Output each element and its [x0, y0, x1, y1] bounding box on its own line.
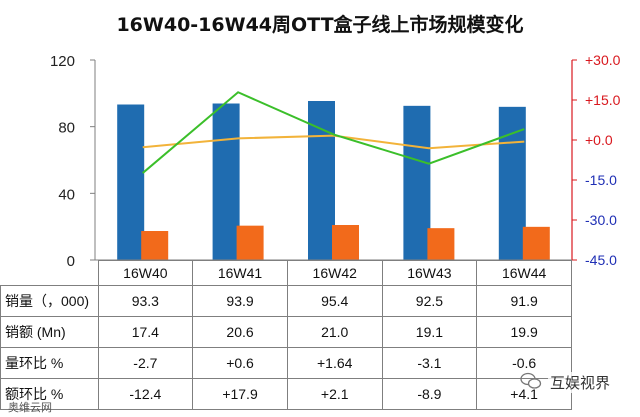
row-label: 量环比 %: [0, 347, 99, 379]
table-cell: +0.6: [192, 347, 288, 379]
table-cell: 91.9: [476, 285, 572, 317]
table-row: 量环比 % -2.7 +0.6 +1.64 -3.1 -0.6: [0, 347, 572, 379]
table-corner: [0, 260, 99, 286]
watermark-text: 互娱视界: [548, 372, 613, 393]
bar-sales-volume: [308, 101, 335, 260]
row-label: 销量（，000): [0, 285, 99, 317]
table-cell: -3.1: [381, 347, 478, 379]
table-cell: 95.4: [286, 285, 383, 317]
y-tick-label-right: +15.0: [585, 92, 621, 108]
bar-sales-value: [332, 225, 359, 260]
bar-sales-volume: [117, 104, 145, 260]
y-tick-label-left: 40: [58, 186, 75, 203]
y-tick-label-right: -45.0: [585, 252, 617, 268]
table-header-row: 16W40 16W41 16W42 16W43 16W44: [0, 260, 572, 286]
table-header-cell: 16W41: [192, 260, 288, 286]
table-cell: 21.0: [286, 316, 383, 348]
table-header-cell: 16W40: [97, 260, 194, 286]
credit-text: 奥维云网: [8, 402, 52, 414]
y-tick-label-right: -30.0: [585, 212, 617, 228]
table-cell: 19.1: [381, 316, 478, 348]
y-tick-label-right: +30.0: [585, 52, 621, 68]
table-cell: 19.9: [476, 316, 572, 348]
row-label: 额环比 %: [0, 378, 99, 410]
table-cell: -2.7: [97, 347, 194, 379]
table-cell: 93.3: [97, 285, 194, 317]
table-cell: 92.5: [381, 285, 478, 317]
table-row: 销量（，000) 93.3 93.9 95.4 92.5 91.9: [0, 285, 572, 317]
y-tick-label-left: 80: [58, 120, 75, 137]
bar-sales-value: [522, 226, 550, 260]
table-header-cell: 16W42: [286, 260, 383, 286]
bar-sales-volume: [403, 105, 431, 260]
table-row: 额环比 % -12.4 +17.9 +2.1 -8.9 +4.1: [0, 378, 572, 410]
line-volume-change: [142, 134, 525, 150]
table-cell: 20.6: [192, 316, 288, 348]
line-value-change: [142, 91, 525, 174]
y-tick-label-left: 120: [50, 53, 75, 70]
y-tick-label-right: +0.0: [585, 132, 613, 148]
bar-sales-value: [236, 225, 264, 260]
wechat-icon: [520, 372, 542, 389]
bar-sales-volume: [212, 103, 240, 260]
bar-sales-volume: [498, 106, 526, 260]
table-cell: 93.9: [192, 285, 288, 317]
y-tick-label-right: -15.0: [585, 172, 617, 188]
table-cell: +2.1: [286, 378, 383, 410]
table-header-cell: 16W44: [476, 260, 572, 286]
row-label: 销额 (Mn): [0, 316, 99, 348]
bar-sales-value: [427, 228, 455, 260]
table-cell: -8.9: [381, 378, 478, 410]
table-cell: +1.64: [286, 347, 383, 379]
data-table: 16W40 16W41 16W42 16W43 16W44 销量（，000) 9…: [0, 260, 572, 410]
chart-title: 16W40-16W44周OTT盒子线上市场规模变化: [116, 14, 524, 36]
table-header-cell: 16W43: [381, 260, 478, 286]
table-cell: -12.4: [97, 378, 194, 410]
table-cell: +17.9: [192, 378, 288, 410]
table-row: 销额 (Mn) 17.4 20.6 21.0 19.1 19.9: [0, 316, 572, 348]
table-cell: 17.4: [97, 316, 194, 348]
bar-sales-value: [141, 231, 169, 260]
